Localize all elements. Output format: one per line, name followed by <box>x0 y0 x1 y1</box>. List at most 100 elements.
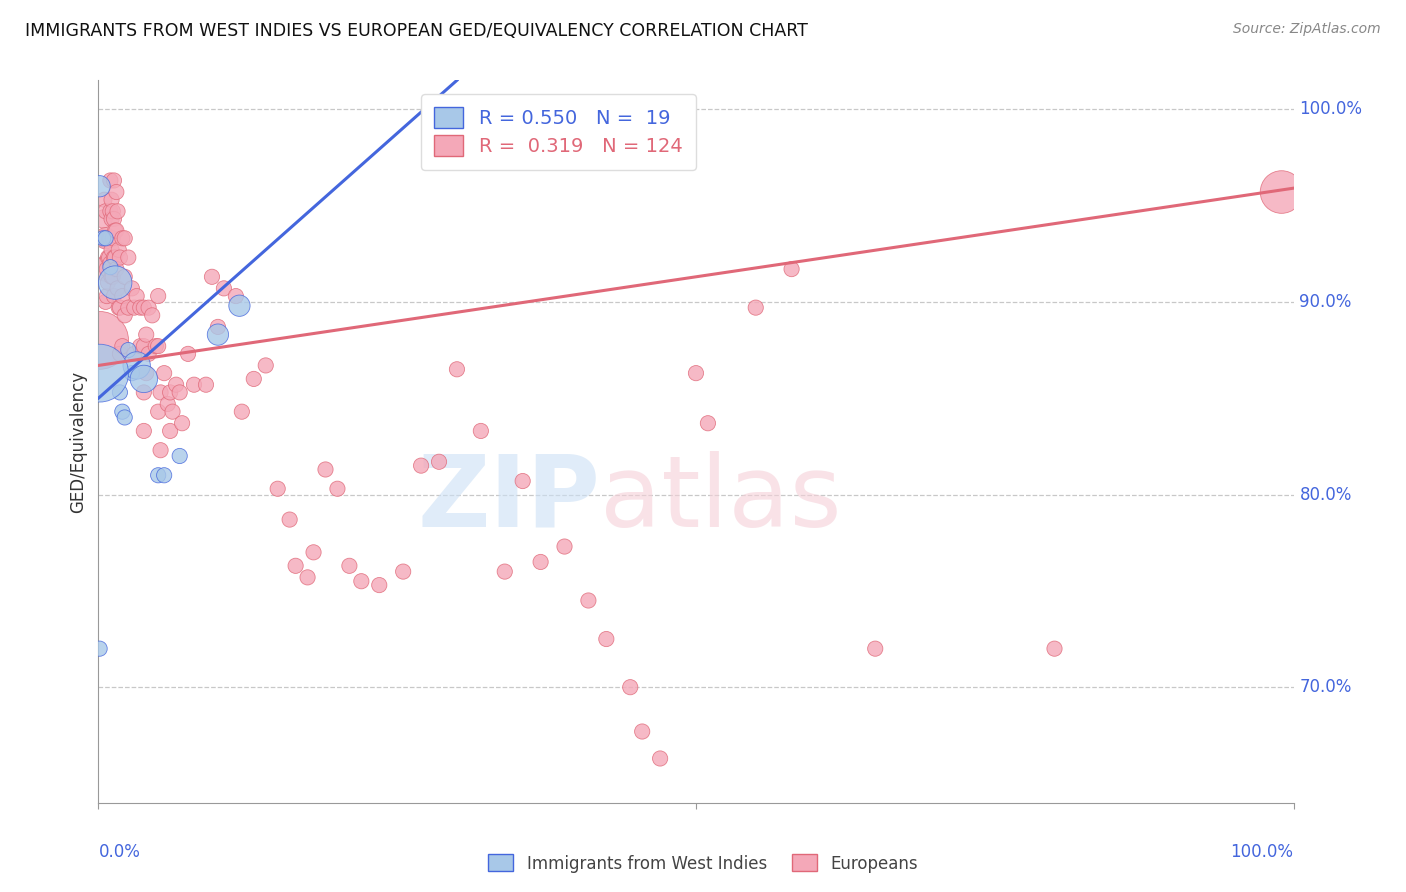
Point <box>98 256 122 270</box>
Point <box>267 482 290 496</box>
Legend: R = 0.550   N =  19, R =  0.319   N = 124: R = 0.550 N = 19, R = 0.319 N = 124 <box>420 94 696 170</box>
Point <box>89 641 111 656</box>
Point <box>745 301 768 315</box>
Point <box>100 243 122 257</box>
Point <box>114 269 136 284</box>
Point <box>94 262 117 277</box>
Point <box>243 372 266 386</box>
Point <box>149 443 172 458</box>
Point <box>94 231 117 245</box>
Point <box>124 347 146 361</box>
Point <box>595 632 617 646</box>
Point <box>297 570 319 584</box>
Point <box>103 212 125 227</box>
Point <box>212 281 235 295</box>
Text: 0.0%: 0.0% <box>98 843 141 861</box>
Point <box>108 301 131 315</box>
Point <box>162 405 184 419</box>
Point <box>148 289 170 303</box>
Point <box>207 327 229 342</box>
Point <box>141 309 163 323</box>
Text: 100.0%: 100.0% <box>1230 843 1294 861</box>
Point <box>104 276 127 290</box>
Point <box>100 269 122 284</box>
Point <box>105 223 128 237</box>
Point <box>149 385 172 400</box>
Point <box>94 231 117 245</box>
Point <box>101 269 124 284</box>
Point <box>101 231 124 245</box>
Point <box>93 256 115 270</box>
Point <box>100 193 122 207</box>
Point <box>135 327 157 342</box>
Point <box>98 251 121 265</box>
Point <box>132 424 155 438</box>
Text: 80.0%: 80.0% <box>1299 485 1353 503</box>
Point <box>107 243 129 257</box>
Point <box>685 366 707 380</box>
Point <box>159 424 181 438</box>
Point <box>156 397 179 411</box>
Point <box>254 359 277 373</box>
Point <box>446 362 468 376</box>
Point <box>107 281 129 295</box>
Point <box>114 309 136 323</box>
Point <box>107 204 129 219</box>
Point <box>104 251 127 265</box>
Point <box>111 339 134 353</box>
Point <box>121 366 143 380</box>
Point <box>153 468 176 483</box>
Point <box>172 416 194 430</box>
Point <box>865 641 887 656</box>
Point <box>648 751 672 765</box>
Text: ZIP: ZIP <box>418 450 600 548</box>
Text: IMMIGRANTS FROM WEST INDIES VS EUROPEAN GED/EQUIVALENCY CORRELATION CHART: IMMIGRANTS FROM WEST INDIES VS EUROPEAN … <box>25 22 808 40</box>
Point <box>284 558 307 573</box>
Point <box>132 301 155 315</box>
Point <box>228 299 250 313</box>
Point <box>125 359 148 373</box>
Point <box>89 179 111 194</box>
Point <box>108 385 131 400</box>
Point <box>93 193 115 207</box>
Point <box>98 231 121 245</box>
Point <box>145 339 167 353</box>
Point <box>1271 185 1294 199</box>
Point <box>108 347 131 361</box>
Point <box>100 212 122 227</box>
Point <box>780 262 803 277</box>
Point <box>494 565 516 579</box>
Point <box>98 231 122 245</box>
Point <box>1043 641 1066 656</box>
Point <box>135 366 157 380</box>
Point <box>159 385 181 400</box>
Point <box>148 405 170 419</box>
Point <box>183 377 205 392</box>
Point <box>111 289 134 303</box>
Point <box>124 301 146 315</box>
Point <box>103 289 125 303</box>
Point <box>94 294 117 309</box>
Point <box>350 574 373 589</box>
Point <box>98 173 122 187</box>
Point <box>315 462 337 476</box>
Point <box>89 366 111 380</box>
Point <box>96 289 118 303</box>
Point <box>302 545 325 559</box>
Point <box>132 339 155 353</box>
Point <box>411 458 433 473</box>
Point <box>278 512 301 526</box>
Text: 70.0%: 70.0% <box>1299 678 1353 696</box>
Point <box>225 289 247 303</box>
Point <box>165 377 187 392</box>
Point <box>96 231 118 245</box>
Point <box>114 410 136 425</box>
Text: Source: ZipAtlas.com: Source: ZipAtlas.com <box>1233 22 1381 37</box>
Point <box>201 269 224 284</box>
Point <box>530 555 553 569</box>
Point <box>470 424 492 438</box>
Point <box>97 276 120 290</box>
Point <box>111 405 134 419</box>
Point <box>114 231 136 245</box>
Point <box>631 724 654 739</box>
